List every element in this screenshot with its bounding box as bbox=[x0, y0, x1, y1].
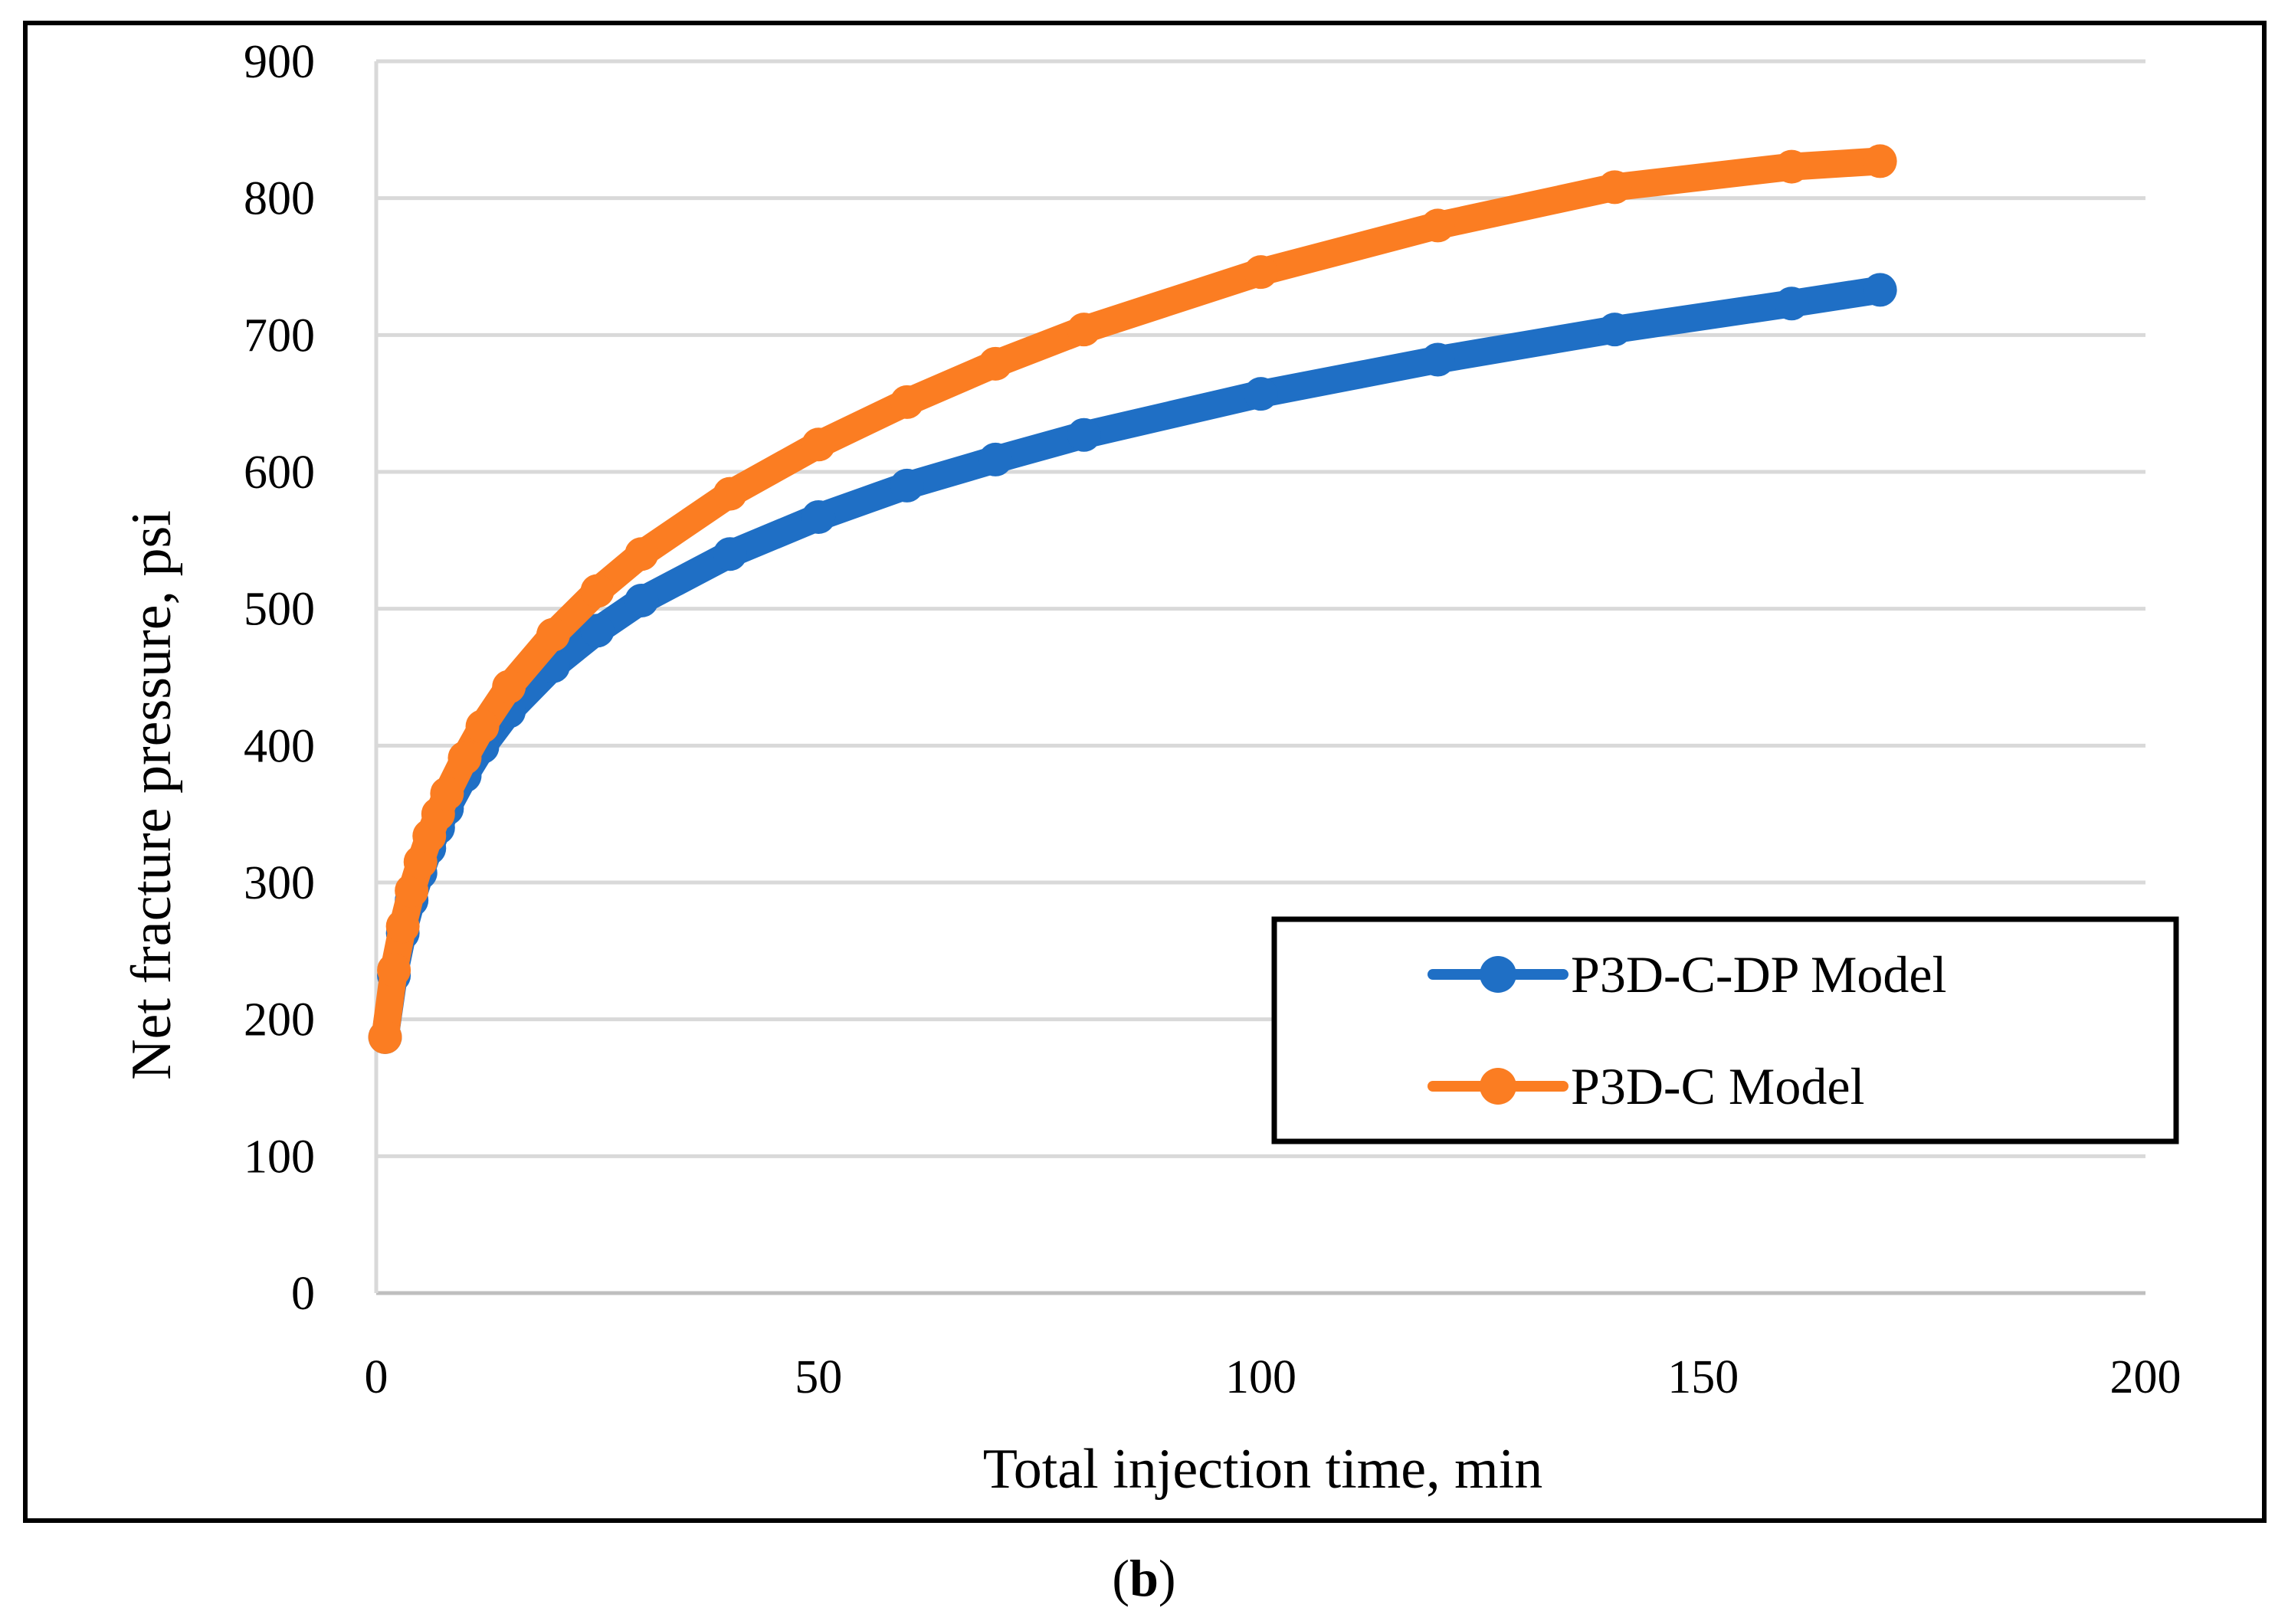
y-tick-label: 800 bbox=[244, 173, 315, 225]
data-point bbox=[1775, 286, 1809, 321]
data-point bbox=[395, 873, 429, 908]
data-point bbox=[1244, 255, 1278, 290]
data-point bbox=[492, 670, 526, 704]
data-point bbox=[1863, 144, 1897, 178]
y-tick-label: 500 bbox=[244, 584, 315, 636]
series-1 bbox=[368, 144, 1897, 1054]
data-point bbox=[713, 476, 747, 511]
data-point bbox=[1421, 208, 1455, 243]
y-tick-label: 400 bbox=[244, 720, 315, 772]
x-tick-label: 100 bbox=[1225, 1351, 1296, 1403]
data-point bbox=[978, 346, 1013, 381]
chart-frame bbox=[23, 21, 2267, 1523]
y-tick-label: 100 bbox=[244, 1131, 315, 1183]
figure-caption: (b) bbox=[1112, 1549, 1175, 1607]
x-tick-label: 50 bbox=[795, 1351, 842, 1403]
data-point bbox=[624, 583, 659, 617]
caption-open: ( bbox=[1112, 1549, 1129, 1607]
data-point bbox=[1067, 313, 1101, 347]
legend: P3D-C-DP Model P3D-C Model bbox=[1271, 916, 2179, 1144]
data-point bbox=[978, 442, 1013, 476]
data-point bbox=[624, 537, 659, 571]
data-point bbox=[890, 468, 924, 503]
x-tick-label: 150 bbox=[1667, 1351, 1739, 1403]
data-point bbox=[385, 909, 420, 944]
y-tick-label: 300 bbox=[244, 857, 315, 909]
data-point bbox=[1598, 313, 1632, 347]
data-point bbox=[377, 953, 411, 987]
legend-label-p3d-c: P3D-C Model bbox=[1571, 1057, 1864, 1115]
data-point bbox=[580, 614, 615, 648]
data-point bbox=[1421, 342, 1455, 377]
y-tick-labels: 0 100 200 300 400 500 600 700 800 900 bbox=[244, 36, 315, 1320]
gridlines bbox=[374, 59, 2145, 1295]
x-tick-labels: 0 50 100 150 200 bbox=[365, 1351, 2181, 1403]
y-tick-label: 600 bbox=[244, 447, 315, 499]
data-point bbox=[801, 427, 836, 462]
caption-letter: b bbox=[1129, 1549, 1159, 1607]
caption-close: ) bbox=[1159, 1549, 1176, 1607]
data-point bbox=[1067, 417, 1101, 452]
legend-marker-p3d-c bbox=[1480, 1068, 1516, 1105]
y-tick-label: 0 bbox=[291, 1268, 315, 1320]
data-point bbox=[890, 385, 924, 419]
y-tick-label: 700 bbox=[244, 309, 315, 362]
y-tick-label: 900 bbox=[244, 36, 315, 88]
legend-box bbox=[1271, 916, 2179, 1144]
data-point bbox=[580, 574, 615, 608]
data-point bbox=[1244, 377, 1278, 411]
legend-marker-p3d-c-dp bbox=[1480, 956, 1516, 993]
data-point bbox=[1775, 149, 1809, 184]
y-tick-label: 200 bbox=[244, 994, 315, 1046]
x-tick-label: 200 bbox=[2110, 1351, 2181, 1403]
x-axis-title: Total injection time, min bbox=[983, 1438, 1543, 1501]
data-point bbox=[1598, 170, 1632, 205]
series-layer bbox=[368, 144, 1897, 1054]
legend-label-p3d-c-dp: P3D-C-DP Model bbox=[1571, 945, 1947, 1004]
data-point bbox=[536, 617, 570, 652]
data-point bbox=[430, 776, 464, 810]
data-point bbox=[1863, 273, 1897, 307]
data-point bbox=[403, 845, 438, 879]
data-point bbox=[465, 709, 500, 744]
data-point bbox=[368, 1020, 402, 1054]
y-axis-title: Net fracture pressure, psi bbox=[120, 510, 183, 1080]
data-point bbox=[713, 537, 747, 571]
x-tick-label: 0 bbox=[365, 1351, 388, 1403]
data-point bbox=[801, 499, 836, 534]
data-point bbox=[447, 741, 482, 775]
